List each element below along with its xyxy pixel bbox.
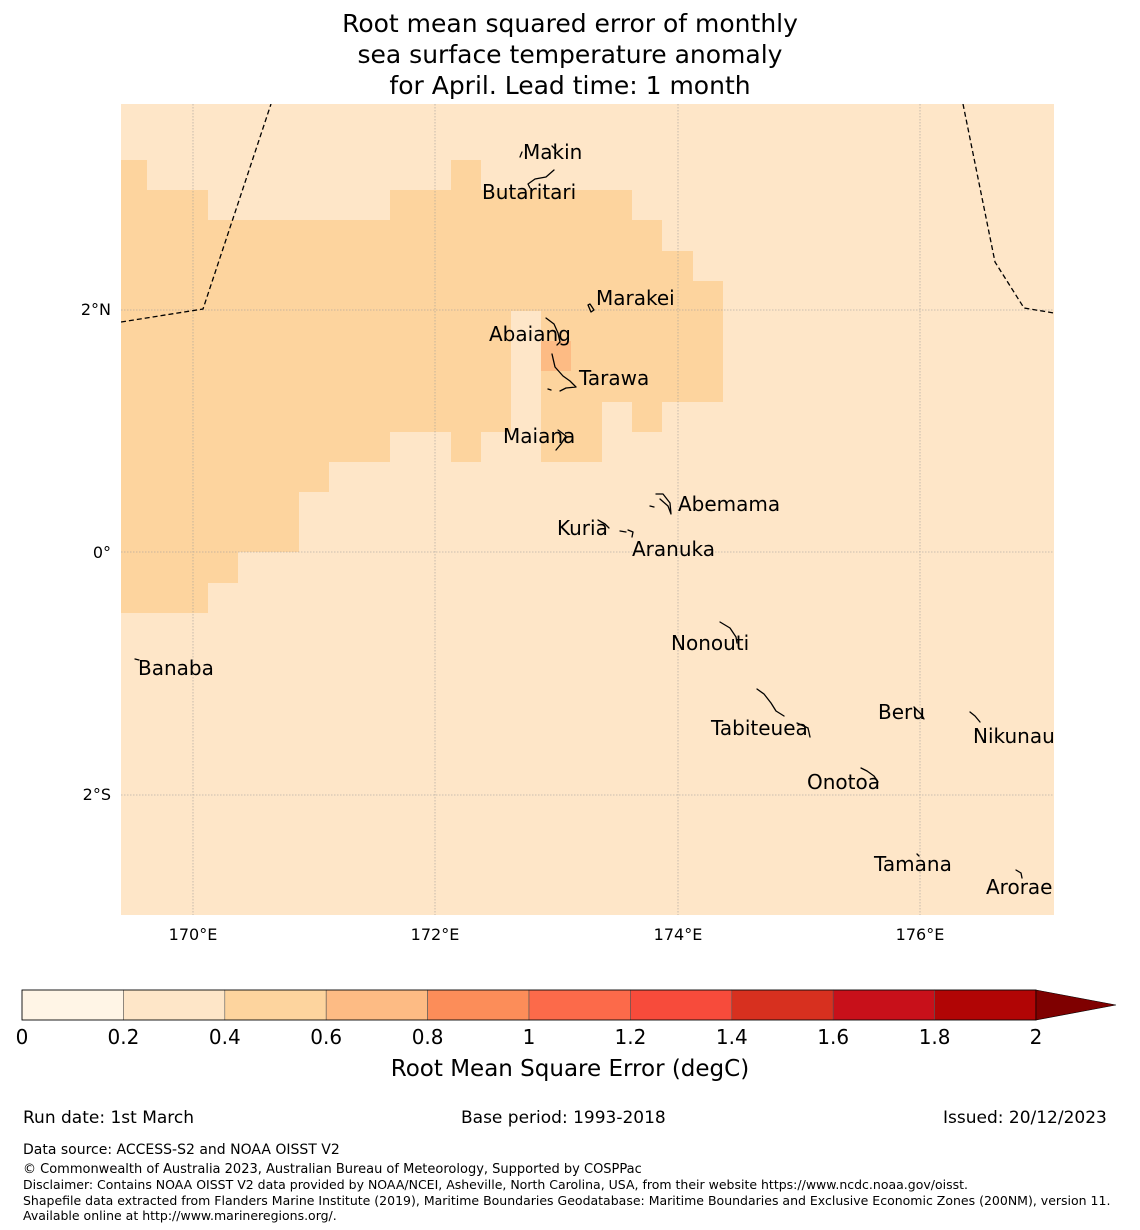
coast-abemama — [649, 493, 672, 515]
colorbar-bin-3 — [325, 989, 428, 1021]
title-line-1: Root mean squared error of monthly — [342, 9, 798, 38]
coast-tabiteuea — [756, 688, 811, 738]
run-date: Run date: 1st March — [23, 1108, 195, 1128]
disclaimer: Disclaimer: Contains NOAA OISST V2 data … — [23, 1177, 968, 1192]
issued-date: Issued: 20/12/2023 — [943, 1108, 1107, 1128]
label-aranuka: Aranuka — [632, 537, 715, 561]
coast-marakei — [587, 303, 595, 313]
coast-beru — [913, 706, 925, 720]
eez-boundary-east — [962, 104, 1054, 314]
x-tick-172e: 172°E — [411, 925, 460, 944]
colorbar-bin-5 — [528, 989, 631, 1021]
x-axis-labels: 170°E 172°E 174°E 176°E — [169, 925, 945, 944]
colorbar-bin-7 — [731, 989, 834, 1021]
disclaimer-block: Disclaimer: Contains NOAA OISST V2 data … — [23, 1177, 1133, 1224]
title-line-3: for April. Lead time: 1 month — [389, 71, 751, 100]
label-abaiang: Abaiang — [489, 322, 571, 346]
coast-nikunau — [969, 711, 981, 723]
colorbar-extend-arrow — [1035, 989, 1117, 1021]
label-tamana: Tamana — [873, 852, 952, 876]
data-source: Data source: ACCESS-S2 and NOAA OISST V2 — [23, 1142, 340, 1158]
shapefile-credit: Shapefile data extracted from Flanders M… — [23, 1192, 1111, 1224]
colorbar-tick-8: 1.6 — [817, 1025, 849, 1049]
base-period: Base period: 1993-2018 — [461, 1108, 666, 1128]
colorbar-tick-1: 0.2 — [107, 1025, 139, 1049]
title-line-2: sea surface temperature anomaly — [357, 40, 783, 69]
label-abemama: Abemama — [678, 492, 780, 516]
label-nonouti: Nonouti — [671, 631, 749, 655]
rmse-region-0.4-0.6 — [121, 160, 723, 613]
gridlines — [121, 104, 1054, 915]
label-maiana: Maiana — [503, 424, 575, 448]
colorbar-bin-0 — [21, 989, 124, 1021]
y-tick-0: 0° — [93, 543, 111, 562]
coast-onotoa — [860, 767, 879, 783]
coast-kuria — [597, 519, 610, 529]
y-tick-2n: 2°N — [81, 300, 111, 319]
colorbar-tick-5: 1 — [523, 1025, 536, 1049]
colorbar-bin-1 — [123, 989, 226, 1021]
colorbar-tick-0: 0 — [16, 1025, 29, 1049]
colorbar-title: Root Mean Square Error (degC) — [391, 1056, 749, 1082]
colorbar-bins — [21, 989, 1037, 1021]
eez-boundary-west — [121, 104, 272, 323]
label-kuria: Kuria — [557, 516, 608, 540]
colorbar-bin-2 — [224, 989, 327, 1021]
x-tick-170e: 170°E — [169, 925, 218, 944]
colorbar-tick-10: 2 — [1030, 1025, 1043, 1049]
coast-abaiang — [545, 317, 561, 346]
coast-makin — [519, 145, 557, 158]
label-butaritari: Butaritari — [482, 180, 576, 204]
rmse-region-0.6-0.8 — [541, 341, 571, 371]
x-tick-174e: 174°E — [654, 925, 703, 944]
coast-arorae — [1015, 869, 1023, 879]
colorbar-tick-3: 0.6 — [310, 1025, 342, 1049]
coast-banaba — [134, 658, 140, 661]
colorbar-tick-2: 0.4 — [209, 1025, 241, 1049]
colorbar-bin-9 — [934, 989, 1037, 1021]
place-labels: Makin Butaritari Marakei Abaiang Tarawa … — [138, 140, 1055, 899]
label-banaba: Banaba — [138, 656, 214, 680]
x-tick-176e: 176°E — [896, 925, 945, 944]
coast-tarawa — [547, 353, 577, 392]
colorbar-tick-7: 1.4 — [716, 1025, 748, 1049]
coast-aranuka — [619, 529, 634, 538]
colorbar-tick-6: 1.2 — [614, 1025, 646, 1049]
label-arorae: Arorae — [986, 875, 1052, 899]
label-makin: Makin — [523, 140, 582, 164]
colorbar-tick-4: 0.8 — [412, 1025, 444, 1049]
colorbar-tick-labels: 0 0.2 0.4 0.6 0.8 1 1.2 1.4 1.6 1.8 2 — [16, 1025, 1043, 1049]
copyright: © Commonwealth of Australia 2023, Austra… — [23, 1162, 642, 1177]
chart-title: Root mean squared error of monthly sea s… — [0, 8, 1140, 101]
colorbar-bin-6 — [630, 989, 733, 1021]
colorbar-bin-8 — [832, 989, 935, 1021]
coast-tamana — [916, 853, 920, 857]
coast-maiana — [555, 429, 567, 451]
coast-nonouti — [719, 621, 738, 644]
colorbar-tick-9: 1.8 — [919, 1025, 951, 1049]
label-tabiteuea: Tabiteuea — [710, 716, 808, 740]
label-onotoa: Onotoa — [807, 770, 880, 794]
label-marakei: Marakei — [596, 286, 675, 310]
y-axis-labels: 2°N 0° 2°S — [81, 300, 111, 804]
colorbar: 0 0.2 0.4 0.6 0.8 1 1.2 1.4 1.6 1.8 2 Root Mean Sq… — [16, 989, 1117, 1082]
label-tarawa: Tarawa — [578, 366, 649, 390]
y-tick-2s: 2°S — [83, 785, 111, 804]
label-beru: Beru — [878, 700, 925, 724]
label-nikunau: Nikunau — [973, 724, 1055, 748]
coast-butaritari — [527, 169, 555, 189]
rmse-map: Makin Butaritari Marakei Abaiang Tarawa … — [16, 104, 1117, 1082]
colorbar-bin-4 — [427, 989, 530, 1021]
